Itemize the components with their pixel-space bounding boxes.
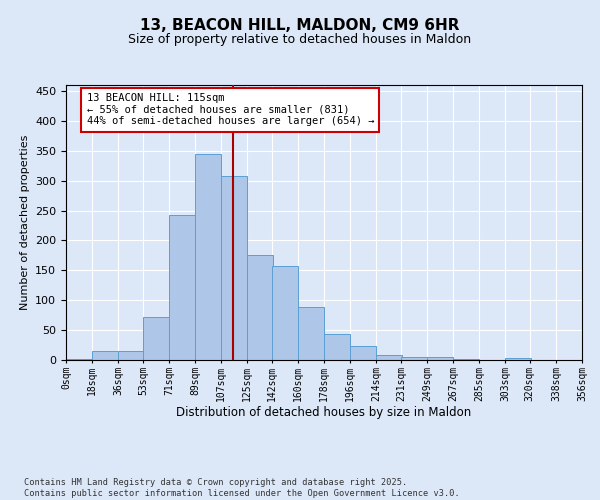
Bar xyxy=(143,317,169,360)
Text: 13 BEACON HILL: 115sqm
← 55% of detached houses are smaller (831)
44% of semi-de: 13 BEACON HILL: 115sqm ← 55% of detached… xyxy=(86,93,374,126)
Bar xyxy=(453,359,479,360)
Bar xyxy=(66,359,92,360)
Text: 13, BEACON HILL, MALDON, CM9 6HR: 13, BEACON HILL, MALDON, CM9 6HR xyxy=(140,18,460,32)
Bar xyxy=(401,357,427,360)
Bar xyxy=(195,154,221,360)
Bar xyxy=(427,357,453,360)
Y-axis label: Number of detached properties: Number of detached properties xyxy=(20,135,29,310)
Bar xyxy=(247,256,273,360)
Bar xyxy=(350,346,376,360)
Bar xyxy=(376,355,402,360)
Text: Contains HM Land Registry data © Crown copyright and database right 2025.
Contai: Contains HM Land Registry data © Crown c… xyxy=(24,478,460,498)
X-axis label: Distribution of detached houses by size in Maldon: Distribution of detached houses by size … xyxy=(176,406,472,420)
Bar xyxy=(92,351,118,360)
Bar xyxy=(118,351,144,360)
Bar xyxy=(272,266,298,360)
Bar xyxy=(169,214,195,360)
Bar xyxy=(298,308,324,360)
Text: Size of property relative to detached houses in Maldon: Size of property relative to detached ho… xyxy=(128,32,472,46)
Bar xyxy=(505,358,531,360)
Bar xyxy=(221,176,247,360)
Bar xyxy=(324,334,350,360)
